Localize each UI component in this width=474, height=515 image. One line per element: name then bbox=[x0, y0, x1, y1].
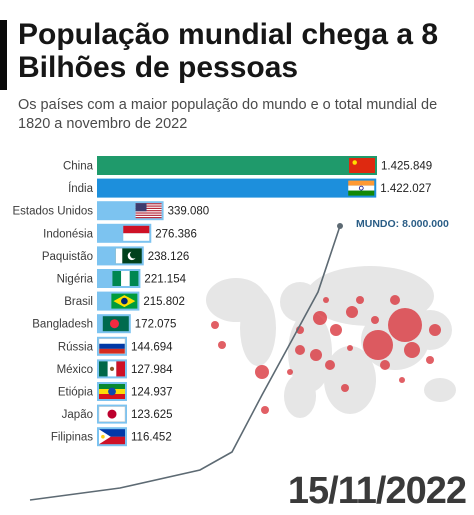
population-bubble bbox=[211, 321, 219, 329]
population-bubble bbox=[347, 345, 353, 351]
category-label: Filipinas bbox=[51, 432, 93, 444]
population-bubble bbox=[399, 377, 405, 383]
bar-row: Bangladesh 172.075 bbox=[32, 314, 177, 334]
value-label: 123.625 bbox=[131, 409, 173, 421]
bar-row: Estados Unidos 339.080 bbox=[12, 201, 210, 221]
population-bubble bbox=[363, 330, 393, 360]
bar-row: Filipinas 116.452 bbox=[51, 427, 172, 447]
bar-row: México 127.984 bbox=[57, 359, 173, 379]
value-label: 172.075 bbox=[135, 319, 177, 331]
japan-flag-icon bbox=[98, 406, 126, 422]
brazil-flag-icon bbox=[111, 293, 138, 309]
category-label: Brasil bbox=[64, 296, 93, 308]
value-label: 1.425.849 bbox=[381, 161, 432, 173]
map-landmass bbox=[324, 346, 376, 414]
value-label: 1.422.027 bbox=[380, 183, 431, 195]
value-label: 116.452 bbox=[131, 432, 172, 444]
category-label: Estados Unidos bbox=[12, 206, 93, 218]
population-bubble bbox=[390, 295, 400, 305]
bar bbox=[97, 156, 377, 175]
world-population-endpoint bbox=[337, 223, 343, 229]
population-bubble bbox=[388, 308, 422, 342]
value-label: 339.080 bbox=[168, 206, 210, 218]
bar-row: Paquistão 238.126 bbox=[42, 246, 190, 266]
world-population-line bbox=[29, 225, 341, 501]
indonesia-flag-icon bbox=[123, 225, 150, 241]
bar-row: Indonésia 276.386 bbox=[43, 223, 197, 243]
population-bubble bbox=[218, 341, 226, 349]
population-bubble bbox=[313, 311, 327, 325]
map-landmass bbox=[240, 290, 276, 366]
population-bubble bbox=[310, 349, 322, 361]
population-bubble bbox=[380, 360, 390, 370]
mexico-flag-icon bbox=[99, 361, 125, 377]
world-total-label: MUNDO: 8.000.000 bbox=[356, 218, 449, 230]
population-bubble bbox=[426, 356, 434, 364]
bar-row: China 1.425.849 bbox=[63, 156, 432, 175]
category-label: Paquistão bbox=[42, 251, 93, 263]
date-label: 15/11/2022 bbox=[287, 470, 467, 512]
category-label: China bbox=[63, 161, 94, 173]
category-label: Índia bbox=[68, 182, 94, 195]
population-bubble bbox=[325, 360, 335, 370]
population-bubble bbox=[287, 369, 293, 375]
bar-series: China 1.425.849 Índia 1.422.027 Estados Unid… bbox=[12, 156, 432, 447]
population-bubble bbox=[323, 297, 329, 303]
value-label: 124.937 bbox=[131, 387, 173, 399]
chart-title: População mundial chega a 8 Bilhões de p… bbox=[18, 18, 439, 84]
pakistan-flag-icon bbox=[115, 248, 142, 264]
value-label: 127.984 bbox=[131, 364, 173, 376]
population-bubble bbox=[341, 384, 349, 392]
nigeria-flag-icon bbox=[112, 271, 139, 286]
population-bubble bbox=[261, 406, 269, 414]
value-label: 276.386 bbox=[155, 228, 197, 240]
category-label: México bbox=[57, 364, 93, 376]
population-bubble bbox=[295, 345, 305, 355]
category-label: Japão bbox=[62, 409, 93, 421]
population-bubbles bbox=[211, 295, 441, 414]
population-bubble bbox=[371, 316, 379, 324]
category-label: Etiópia bbox=[58, 387, 94, 399]
bangladesh-flag-icon bbox=[102, 316, 129, 332]
bar bbox=[97, 178, 377, 198]
china-flag-icon bbox=[349, 158, 375, 173]
title-accent-bar bbox=[0, 20, 7, 90]
category-label: Indonésia bbox=[43, 228, 93, 240]
chart-subtitle: Os países com a maior população do mundo… bbox=[18, 97, 438, 132]
value-label: 215.802 bbox=[143, 296, 185, 308]
bar-row: Nigéria 221.154 bbox=[57, 269, 187, 288]
bar-row: Japão 123.625 bbox=[62, 404, 173, 424]
map-landmass bbox=[284, 374, 316, 418]
category-label: Bangladesh bbox=[32, 319, 93, 331]
population-bubble bbox=[356, 296, 364, 304]
map-landmass bbox=[424, 378, 456, 402]
population-bubble bbox=[255, 365, 269, 379]
value-label: 238.126 bbox=[148, 251, 190, 263]
world-map bbox=[206, 266, 456, 418]
value-label: 221.154 bbox=[144, 274, 186, 286]
value-label: 144.694 bbox=[131, 341, 173, 353]
population-bubble bbox=[404, 342, 420, 358]
bar-row: Índia 1.422.027 bbox=[68, 178, 431, 198]
india-flag-icon bbox=[348, 180, 375, 196]
category-label: Rússia bbox=[58, 341, 94, 353]
philippines-flag-icon bbox=[99, 429, 125, 445]
category-label: Nigéria bbox=[57, 274, 94, 286]
russia-flag-icon bbox=[98, 338, 126, 355]
bar-row: Brasil 215.802 bbox=[64, 291, 185, 311]
population-bubble bbox=[330, 324, 342, 336]
population-bubble bbox=[429, 324, 441, 336]
population-bubble bbox=[346, 306, 358, 318]
usa-flag-icon bbox=[135, 203, 162, 219]
ethiopia-flag-icon bbox=[99, 384, 125, 399]
bar-row: Etiópia 124.937 bbox=[58, 382, 173, 401]
bar-row: Rússia 144.694 bbox=[58, 336, 173, 356]
